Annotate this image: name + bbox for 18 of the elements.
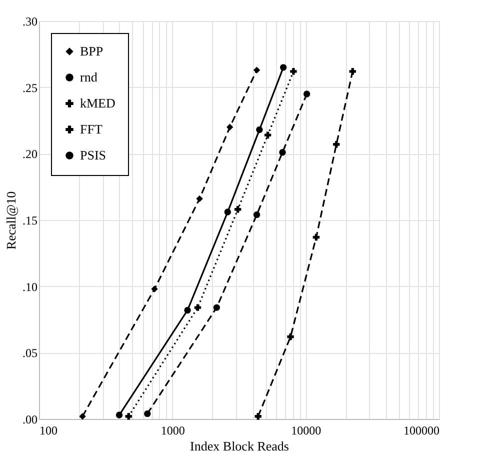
legend-label: BPP: [80, 44, 104, 58]
y-tick-label: .10: [22, 280, 38, 294]
y-tick-label: .25: [22, 80, 38, 95]
x-tick-label: 1000: [160, 424, 185, 438]
y-tick-label: .30: [22, 14, 38, 28]
y-axis-title: Recall@10: [4, 191, 18, 250]
y-tick-label: .00: [22, 412, 38, 426]
x-tick-label: 100: [40, 424, 58, 438]
x-tick-label: 100000: [404, 424, 440, 438]
legend-label: rnd: [80, 70, 98, 84]
y-tick-label: .15: [22, 214, 38, 228]
y-tick-label: .05: [22, 346, 38, 360]
x-axis-title: Index Block Reads: [190, 438, 289, 454]
legend-label: PSIS: [80, 148, 106, 162]
x-tick-label: 10000: [291, 424, 322, 438]
y-tick-label: .20: [22, 147, 38, 162]
legend-label: FFT: [80, 122, 102, 136]
legend-label: kMED: [80, 96, 116, 110]
